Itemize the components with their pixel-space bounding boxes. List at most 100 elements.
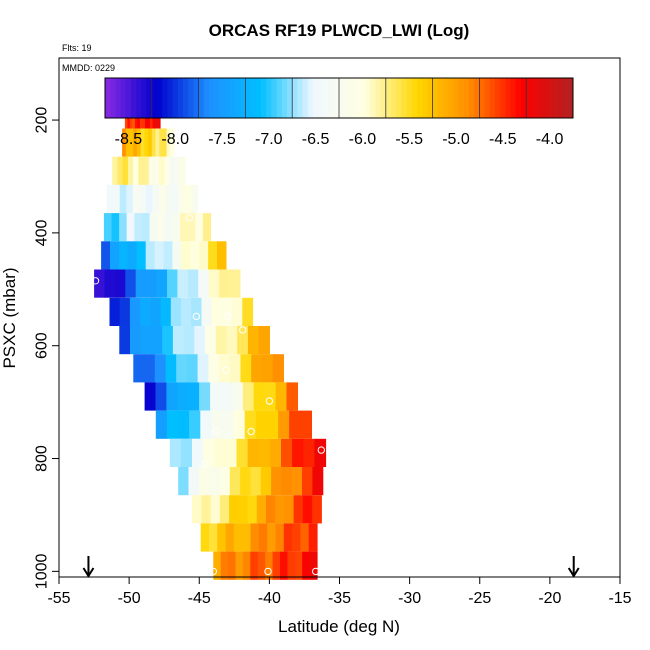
heatmap-cell: [181, 297, 192, 326]
heatmap-cell: [165, 354, 177, 383]
colorbar-segment: [318, 78, 324, 118]
heatmap-cell: [119, 213, 128, 242]
colorbar-segment: [146, 78, 153, 118]
heatmap-cell: [148, 128, 153, 157]
heatmap-cell: [134, 213, 143, 242]
heatmap-cell: [208, 269, 220, 298]
heatmap-cell: [275, 523, 285, 552]
heatmap-cell: [272, 551, 281, 580]
colorbar-segment: [292, 78, 298, 118]
heatmap-cell: [197, 354, 209, 383]
colorbar-segment: [224, 78, 231, 118]
heatmap-cell: [166, 410, 179, 439]
heatmap-cell: [228, 551, 237, 580]
colorbar-segment: [105, 78, 111, 118]
heatmap-cell: [180, 438, 193, 467]
heatmap-cell: [221, 297, 233, 326]
heatmap-cell: [178, 410, 190, 439]
colorbar-segment: [354, 78, 361, 118]
colorbar-segment: [427, 78, 434, 118]
heatmap-cell: [242, 523, 252, 552]
colorbar-segment: [489, 78, 496, 118]
heatmap-cell: [225, 523, 235, 552]
colorbar-segment: [328, 78, 335, 118]
heatmap-cell: [169, 156, 176, 185]
heatmap-cell: [119, 297, 131, 326]
heatmap-cell: [275, 382, 288, 411]
heatmap-cell: [127, 241, 138, 270]
heatmap-cell: [139, 184, 147, 214]
flight-marker-arrow: [567, 556, 580, 578]
sample-point: [312, 567, 320, 576]
colorbar-segment: [167, 78, 174, 118]
colorbar-segment: [567, 78, 574, 118]
heatmap-cell: [242, 382, 255, 411]
colorbar-segment: [380, 78, 387, 118]
colorbar-segment: [307, 78, 314, 118]
heatmap-cell: [247, 326, 260, 355]
heatmap-cell: [256, 495, 267, 524]
colorbar-segment: [432, 78, 439, 118]
colorbar-segment: [183, 78, 189, 118]
heatmap-cell: [103, 213, 113, 242]
heatmap-cell: [177, 269, 189, 298]
heatmap-cell: [188, 467, 200, 496]
heatmap-cell: [231, 382, 244, 411]
heatmap-cell: [219, 495, 230, 524]
colorbar-tick-label: -8.5: [115, 131, 143, 148]
heatmap-cell: [171, 184, 179, 214]
heatmap-cell: [187, 213, 196, 242]
heatmap-cell: [181, 241, 191, 270]
arrow-head: [567, 567, 580, 578]
heatmap-cell: [166, 382, 178, 411]
heatmap-cell: [155, 410, 168, 439]
heatmap-cell: [136, 241, 147, 270]
heatmap-cell: [283, 523, 293, 552]
heatmap-row: [200, 523, 318, 552]
heatmap-cell: [177, 382, 189, 411]
heatmap-cell: [119, 326, 131, 355]
heatmap-cell: [192, 438, 204, 467]
colorbar-tick-label: -5.5: [395, 131, 423, 148]
heatmap-cell: [158, 184, 166, 214]
colorbar-segment: [521, 78, 527, 118]
heatmap-cell: [201, 495, 212, 524]
heatmap-cell: [180, 156, 186, 185]
heatmap-cell: [145, 184, 153, 214]
heatmap-cell: [233, 410, 246, 439]
heatmap-cell: [233, 523, 243, 552]
heatmap-cell: [190, 241, 200, 270]
heatmap-cell: [141, 213, 151, 242]
heatmap-cell: [264, 382, 277, 411]
heatmap-row: [94, 269, 241, 298]
heatmap-cell: [140, 297, 151, 326]
heatmap-cell: [130, 326, 142, 355]
colorbar-segment: [151, 78, 158, 118]
heatmap-row: [122, 128, 175, 157]
heatmap-cell: [242, 297, 254, 326]
colorbar-segment: [500, 78, 506, 118]
heatmap-cell: [302, 467, 313, 496]
colorbar-segment: [443, 78, 449, 118]
colorbar-tick-label: -6.0: [349, 131, 377, 148]
heatmap-cell: [109, 297, 121, 326]
colorbar-segment: [406, 78, 413, 118]
heatmap-cell: [111, 213, 120, 242]
heatmap-cell: [192, 495, 202, 524]
colorbar-tick-label: -8.0: [161, 131, 189, 148]
heatmap-cell: [136, 128, 142, 157]
colorbar-segment: [510, 78, 517, 118]
heatmap-cell: [225, 438, 238, 467]
heatmap-cell: [101, 241, 111, 270]
heatmap-cell: [211, 297, 223, 326]
heatmap-cell: [104, 269, 116, 298]
y-tick-label: 600: [34, 332, 51, 359]
x-tick-label: -35: [328, 590, 351, 607]
heatmap-cell: [184, 184, 192, 214]
heatmap-cell: [183, 326, 195, 355]
heatmap-cell: [258, 326, 270, 355]
colorbar-segment: [479, 78, 486, 118]
heatmap-cell: [191, 297, 202, 326]
heatmap-cell: [117, 156, 124, 185]
chart-title: ORCAS RF19 PLWCD_LWI (Log): [209, 21, 470, 40]
